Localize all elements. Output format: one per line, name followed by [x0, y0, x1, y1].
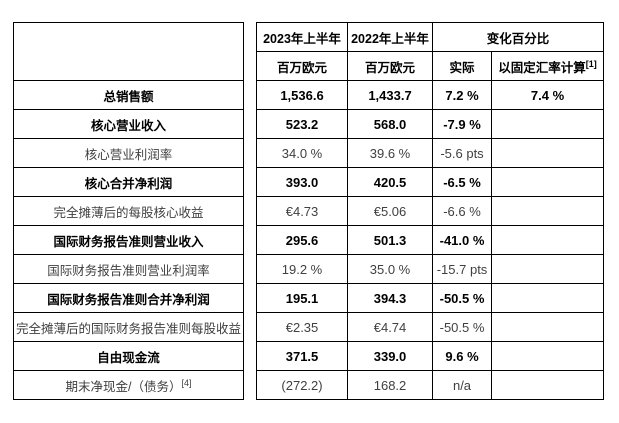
value-2023: 371.5	[256, 341, 349, 371]
value-2022: 420.5	[347, 167, 434, 197]
table-row: 国际财务报告准则合并净利润 195.1 394.3 -50.5 %	[12, 283, 605, 313]
value-2023: 295.6	[256, 225, 349, 255]
value-2022: 394.3	[347, 283, 434, 313]
col-header-constant-rate: 以固定汇率计算[1]	[491, 51, 605, 81]
value-2022: 501.3	[347, 225, 434, 255]
value-2023: 195.1	[256, 283, 349, 313]
col-header-change: 变化百分比	[432, 22, 605, 52]
table-row: 总销售额 1,536.6 1,433.7 7.2 % 7.4 %	[12, 80, 605, 110]
row-label: 完全摊薄后的每股核心收益	[12, 196, 245, 226]
col-header-2023: 2023年上半年	[256, 22, 349, 52]
value-2023: €2.35	[256, 312, 349, 342]
value-2023: €4.73	[256, 196, 349, 226]
value-actual: -41.0 %	[432, 225, 493, 255]
column-gap	[243, 312, 257, 342]
column-gap	[243, 109, 257, 139]
value-actual: -15.7 pts	[432, 254, 493, 284]
row-label: 核心营业利润率	[12, 138, 245, 168]
value-constant-rate	[491, 254, 605, 284]
row-label: 自由现金流	[12, 341, 245, 371]
value-actual: -50.5 %	[432, 283, 493, 313]
value-constant-rate	[491, 196, 605, 226]
column-gap	[243, 138, 257, 168]
value-constant-rate: 7.4 %	[491, 80, 605, 110]
row-label: 核心合并净利润	[12, 167, 245, 197]
column-gap	[243, 225, 257, 255]
table-row: 核心合并净利润 393.0 420.5 -6.5 %	[12, 167, 605, 197]
value-2023: 393.0	[256, 167, 349, 197]
value-actual: 9.6 %	[432, 341, 493, 371]
column-gap	[243, 22, 257, 81]
column-gap	[243, 283, 257, 313]
column-gap	[243, 167, 257, 197]
footnote-ref: [4]	[181, 377, 192, 388]
row-label: 核心营业收入	[12, 109, 245, 139]
value-2023: 34.0 %	[256, 138, 349, 168]
row-label: 国际财务报告准则营业利润率	[12, 254, 245, 284]
value-2022: €4.74	[347, 312, 434, 342]
value-2022: 568.0	[347, 109, 434, 139]
header-row-units: 百万欧元 百万欧元 实际 以固定汇率计算[1]	[14, 51, 605, 81]
value-constant-rate	[491, 109, 605, 139]
table-row: 完全摊薄后的每股核心收益 €4.73 €5.06 -6.6 %	[12, 196, 605, 226]
unit-header-2022: 百万欧元	[347, 51, 434, 81]
value-constant-rate	[491, 370, 605, 400]
value-2022: 339.0	[347, 341, 434, 371]
financial-summary-table: 2023年上半年 2022年上半年 变化百分比 百万欧元 百万欧元 实际 以固定…	[12, 22, 605, 400]
value-2022: 168.2	[347, 370, 434, 400]
row-label: 期末净现金/（债务）[4]	[12, 370, 245, 400]
value-2022: €5.06	[347, 196, 434, 226]
table-row: 国际财务报告准则营业收入 295.6 501.3 -41.0 %	[12, 225, 605, 255]
unit-header-2023: 百万欧元	[256, 51, 349, 81]
value-2022: 39.6 %	[347, 138, 434, 168]
row-label: 总销售额	[12, 80, 245, 110]
value-2022: 1,433.7	[347, 80, 434, 110]
column-gap	[243, 196, 257, 226]
column-gap	[243, 370, 257, 400]
value-actual: n/a	[432, 370, 493, 400]
value-actual: -50.5 %	[432, 312, 493, 342]
value-constant-rate	[491, 225, 605, 255]
value-actual: -7.9 %	[432, 109, 493, 139]
table-body: 总销售额 1,536.6 1,433.7 7.2 % 7.4 % 核心营业收入 523.2 5…	[12, 80, 605, 400]
table-row: 期末净现金/（债务）[4] (272.2) 168.2 n/a	[12, 370, 605, 400]
value-2022: 35.0 %	[347, 254, 434, 284]
value-actual: -6.6 %	[432, 196, 493, 226]
table-row: 自由现金流 371.5 339.0 9.6 %	[12, 341, 605, 371]
row-label: 国际财务报告准则合并净利润	[12, 283, 245, 313]
col-header-actual: 实际	[432, 51, 493, 81]
value-constant-rate	[491, 341, 605, 371]
footnote-ref-1: [1]	[585, 58, 597, 69]
col-header-2022: 2022年上半年	[347, 22, 434, 52]
value-constant-rate	[491, 312, 605, 342]
column-gap	[243, 80, 257, 110]
value-2023: 1,536.6	[256, 80, 349, 110]
value-constant-rate	[491, 283, 605, 313]
value-2023: 523.2	[256, 109, 349, 139]
value-2023: 19.2 %	[256, 254, 349, 284]
table-row: 国际财务报告准则营业利润率 19.2 % 35.0 % -15.7 pts	[12, 254, 605, 284]
column-gap	[243, 254, 257, 284]
table-row: 核心营业利润率 34.0 % 39.6 % -5.6 pts	[12, 138, 605, 168]
value-constant-rate	[491, 138, 605, 168]
value-actual: 7.2 %	[432, 80, 493, 110]
column-gap	[243, 341, 257, 371]
header-row-periods: 2023年上半年 2022年上半年 变化百分比	[12, 22, 605, 81]
value-2023: (272.2)	[256, 370, 349, 400]
col-header-constant-rate-label: 以固定汇率计算	[498, 60, 586, 75]
value-actual: -6.5 %	[432, 167, 493, 197]
table-row: 核心营业收入 523.2 568.0 -7.9 %	[12, 109, 605, 139]
value-constant-rate	[491, 167, 605, 197]
row-label: 国际财务报告准则营业收入	[12, 225, 245, 255]
table-row: 完全摊薄后的国际财务报告准则每股收益 €2.35 €4.74 -50.5 %	[12, 312, 605, 342]
row-label: 完全摊薄后的国际财务报告准则每股收益	[12, 312, 245, 342]
value-actual: -5.6 pts	[432, 138, 493, 168]
row-label-header-cell	[12, 22, 245, 81]
